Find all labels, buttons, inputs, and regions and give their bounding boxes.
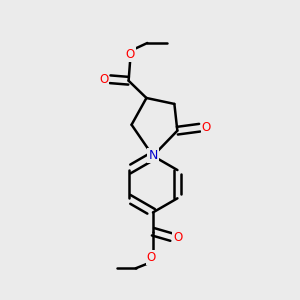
Text: N: N	[148, 149, 158, 162]
Text: O: O	[147, 251, 156, 264]
Text: O: O	[202, 121, 211, 134]
Text: O: O	[125, 48, 135, 62]
Text: O: O	[99, 73, 108, 86]
Text: O: O	[173, 231, 183, 244]
